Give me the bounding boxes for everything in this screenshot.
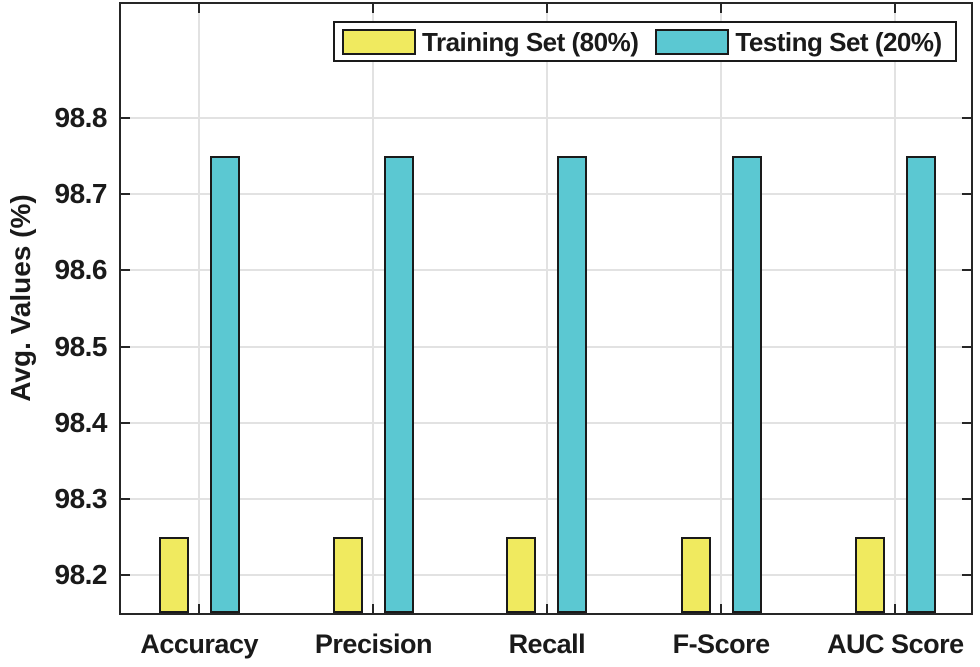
x-category-label: Recall	[508, 629, 586, 659]
y-tick-right	[962, 573, 971, 576]
y-tick-left	[121, 193, 130, 196]
bar-training-set-80-	[854, 536, 885, 613]
y-tick-left	[121, 573, 130, 576]
y-tick-right	[962, 193, 971, 196]
bar-testing-set-20-	[905, 156, 936, 613]
legend: Training Set (80%) Testing Set (20%)	[333, 21, 957, 62]
y-tick-label: 98.2	[54, 558, 108, 590]
y-tick-left	[121, 345, 130, 348]
legend-swatch	[342, 28, 416, 55]
y-tick-label: 98.3	[54, 482, 108, 514]
y-tick-label: 98.7	[54, 178, 108, 210]
x-gridline	[894, 4, 897, 613]
x-category-label: Precision	[314, 629, 433, 659]
x-tick-top	[894, 4, 897, 13]
x-tick-bottom	[720, 604, 723, 613]
y-tick-right	[962, 421, 971, 424]
x-gridline	[720, 4, 723, 613]
x-category-label: AUC Score	[827, 629, 964, 659]
y-tick-left	[121, 117, 130, 120]
y-tick-label: 98.5	[54, 330, 108, 362]
y-tick-left	[121, 269, 130, 272]
legend-entry: Training Set (80%)	[342, 26, 639, 57]
x-gridline	[198, 4, 201, 613]
bar-training-set-80-	[158, 536, 189, 613]
y-tick-label: 98.6	[54, 254, 108, 286]
y-tick-right	[962, 117, 971, 120]
x-tick-top	[720, 4, 723, 13]
x-tick-bottom	[372, 604, 375, 613]
x-category-label: F-Score	[672, 629, 771, 659]
bar-testing-set-20-	[209, 156, 240, 613]
legend-label: Training Set (80%)	[422, 26, 639, 57]
x-tick-bottom	[198, 604, 201, 613]
legend-swatch	[655, 28, 730, 55]
x-tick-top	[545, 4, 548, 13]
y-tick-right	[962, 269, 971, 272]
bar-training-set-80-	[332, 536, 363, 613]
bar-testing-set-20-	[731, 156, 762, 613]
bar-testing-set-20-	[383, 156, 414, 613]
x-tick-bottom	[545, 604, 548, 613]
legend-label: Testing Set (20%)	[735, 26, 942, 57]
legend-entry: Testing Set (20%)	[655, 26, 942, 57]
y-tick-label: 98.8	[54, 102, 108, 134]
x-gridline	[372, 4, 375, 613]
x-tick-top	[198, 4, 201, 13]
x-tick-bottom	[894, 604, 897, 613]
y-tick-right	[962, 345, 971, 348]
y-tick-left	[121, 497, 130, 500]
x-gridline	[545, 4, 549, 613]
y-tick-label: 98.4	[54, 406, 108, 438]
x-tick-top	[372, 4, 375, 13]
plot-area	[119, 2, 973, 615]
x-category-label: Accuracy	[140, 629, 258, 659]
bar-testing-set-20-	[557, 156, 588, 613]
bar-training-set-80-	[506, 536, 537, 613]
y-tick-left	[121, 421, 130, 424]
y-tick-right	[962, 497, 971, 500]
bar-training-set-80-	[680, 536, 711, 613]
